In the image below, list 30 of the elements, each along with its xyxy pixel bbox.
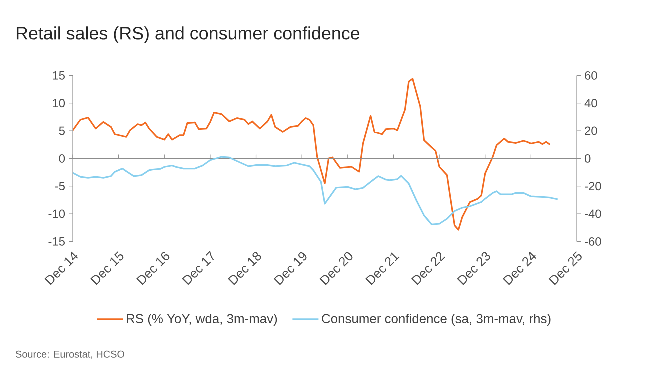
- y-tick-label: -10: [48, 210, 66, 218]
- y2-tick-label: 20: [585, 126, 598, 136]
- legend-label: RS (% YoY, wda, 3m-mav): [127, 314, 278, 326]
- x-tick-label: Dec 16: [136, 252, 170, 286]
- chart-title: Retail sales (RS) and consumer confidence: [16, 26, 360, 44]
- legend-label: Consumer confidence (sa, 3m-mav, rhs): [322, 314, 551, 326]
- y-tick-label: 10: [53, 99, 66, 108]
- x-tick-label: Dec 21: [366, 252, 400, 286]
- y-tick-label: 15: [53, 72, 65, 80]
- y-tick-label: -5: [55, 182, 65, 191]
- x-tick-label: Dec 19: [274, 252, 307, 286]
- y-tick-label: 0: [59, 154, 66, 163]
- source-note: Source: Eurostat, HCSO: [16, 350, 124, 360]
- x-tick-label: Dec 15: [90, 251, 124, 286]
- x-tick-label: Dec 22: [411, 252, 446, 286]
- x-tick-label: Dec 17: [182, 251, 214, 286]
- y2-tick-label: 40: [584, 99, 598, 108]
- y-tick-label: 5: [59, 126, 65, 136]
- y2-tick-label: -60: [585, 237, 602, 246]
- x-tick-label: Dec 14: [44, 252, 78, 286]
- x-tick-label: Dec 18: [228, 252, 262, 286]
- x-tick-label: Dec 25: [548, 252, 582, 286]
- y-tick-label: -15: [48, 238, 65, 246]
- y2-tick-label: 0: [584, 154, 591, 163]
- y2-tick-label: -40: [585, 210, 602, 218]
- x-tick-label: Dec 20: [320, 252, 353, 286]
- x-tick-label: Dec 23: [457, 252, 490, 286]
- y2-tick-label: -20: [585, 182, 602, 191]
- y2-tick-label: 60: [585, 71, 598, 80]
- x-tick-label: Dec 24: [503, 252, 536, 286]
